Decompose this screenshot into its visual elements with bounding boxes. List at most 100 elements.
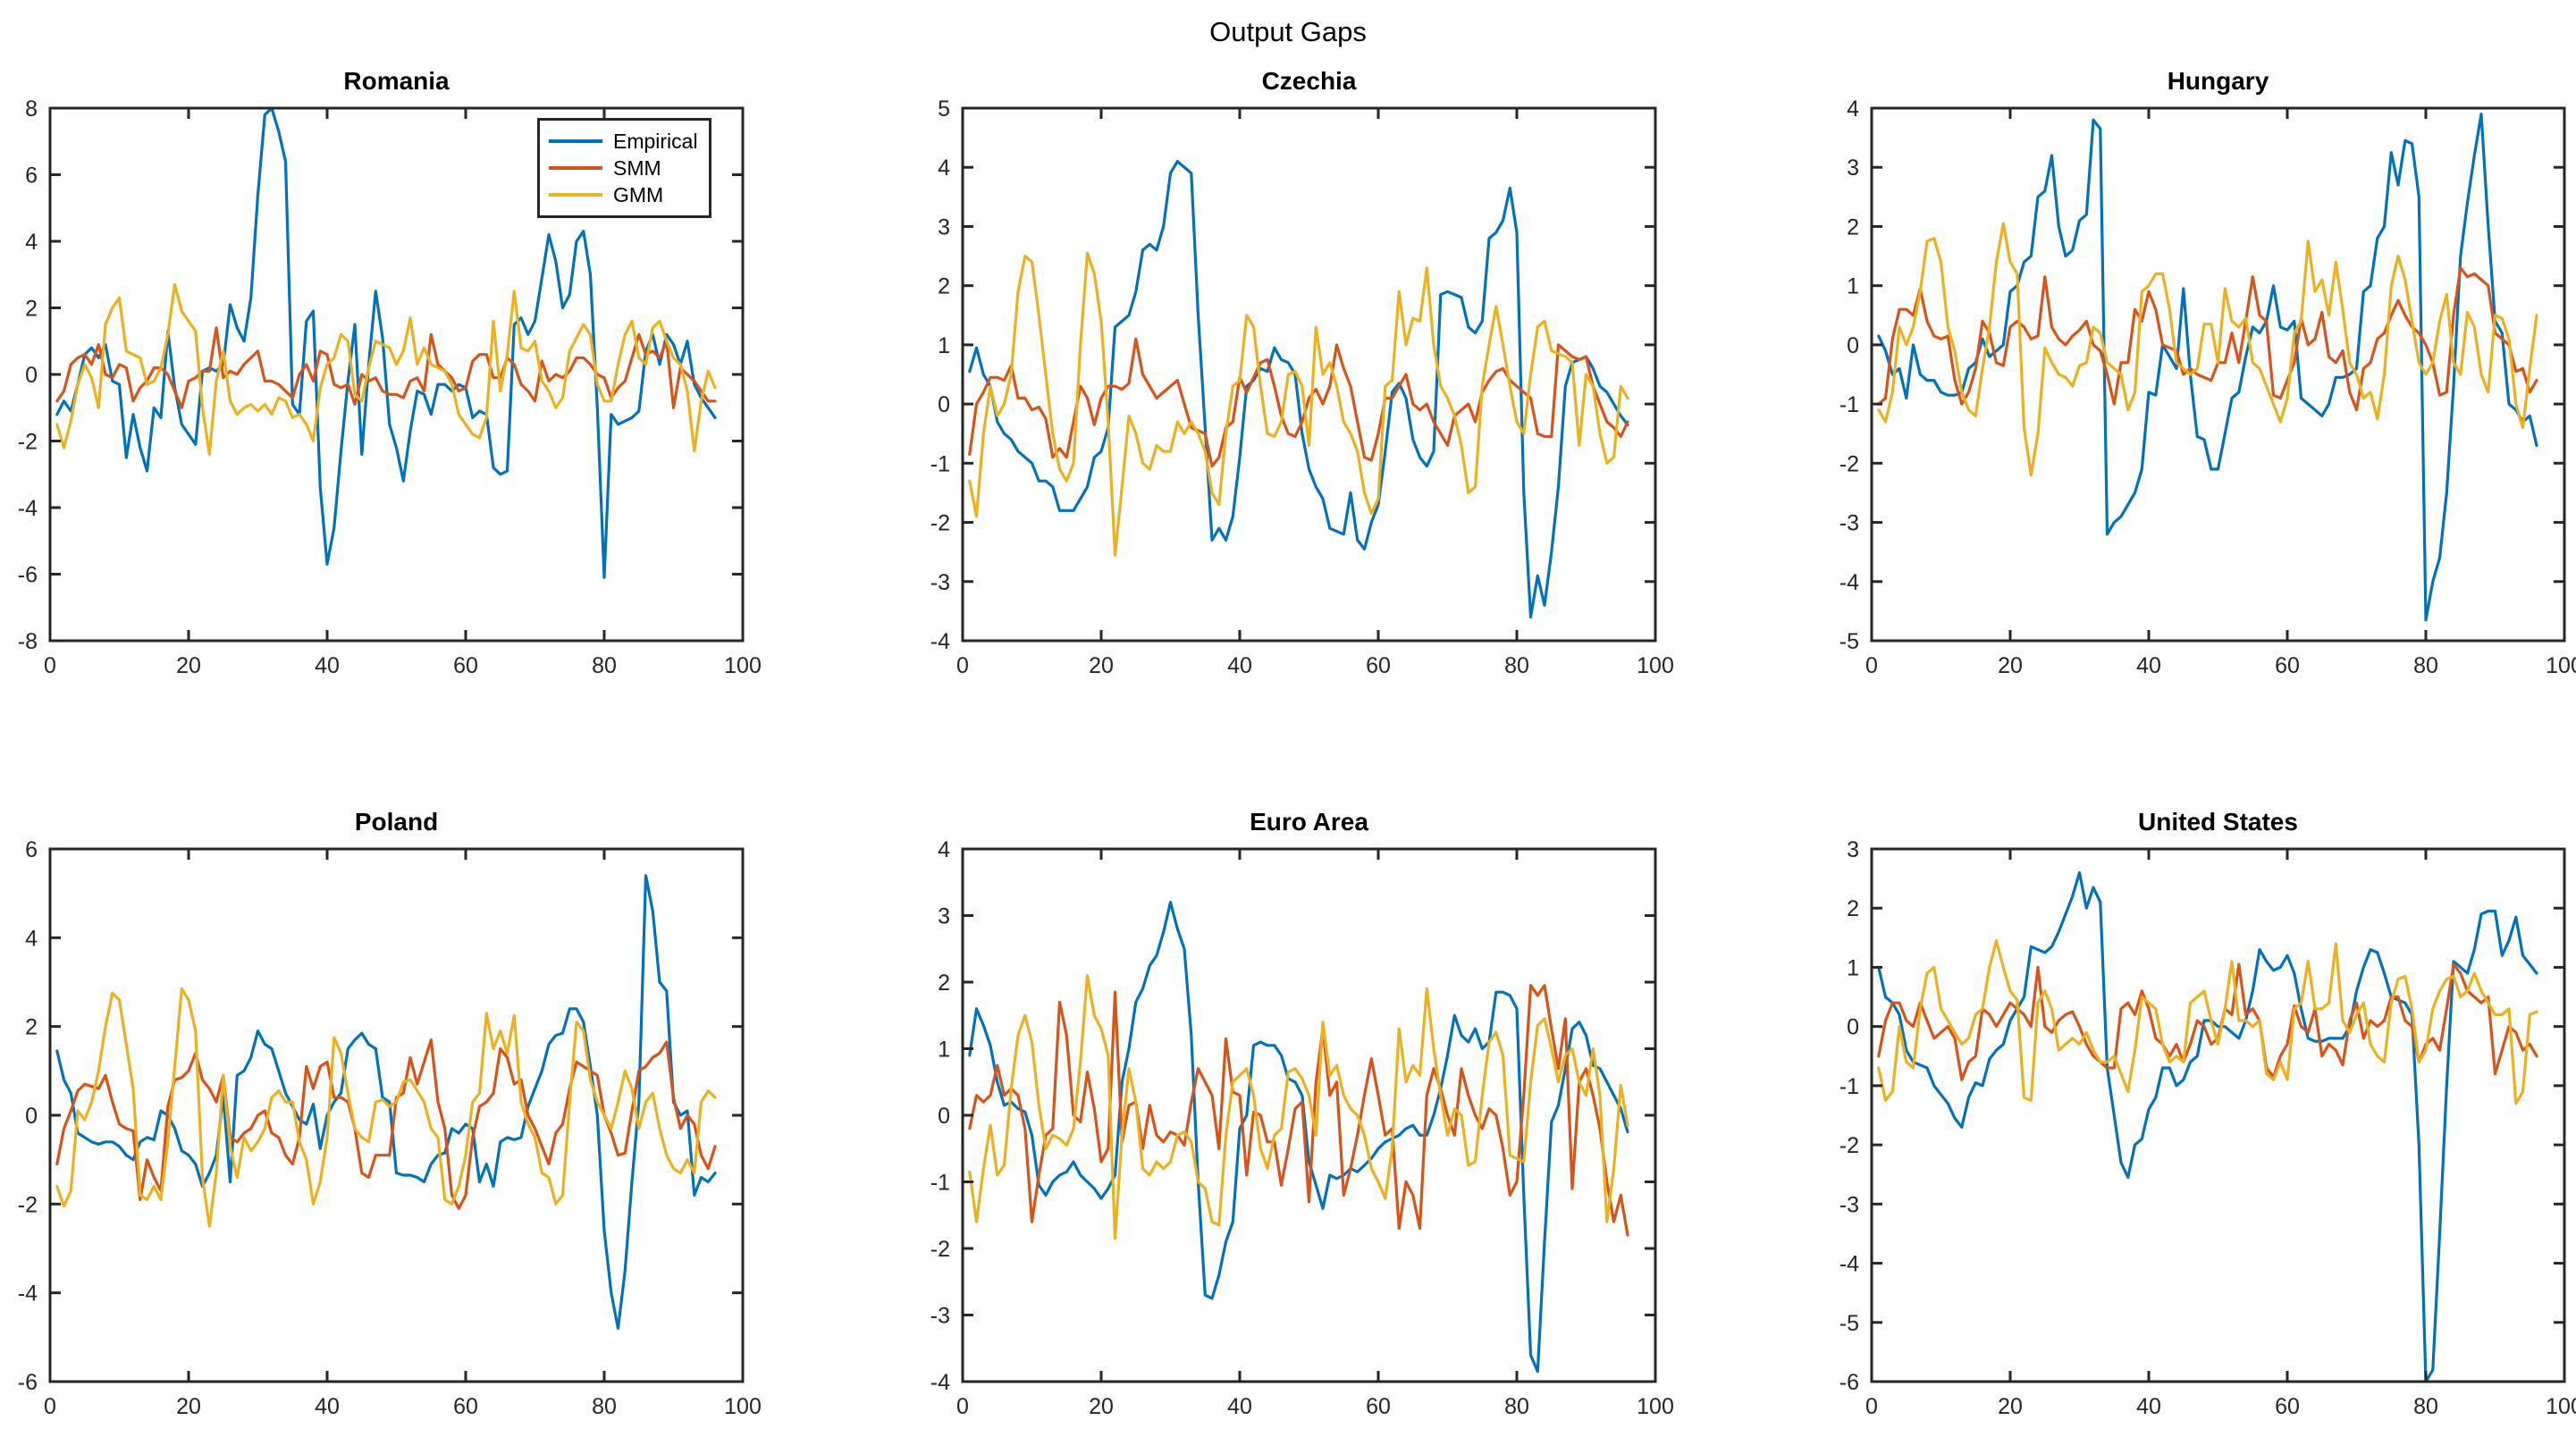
x-tick-label: 40 [2136,653,2161,678]
series-line-smm [55,1038,717,1210]
x-tick-label: 60 [453,1394,478,1419]
series-line-gmm [55,987,717,1228]
series-line-gmm [968,251,1629,557]
y-tick-label: -6 [1839,1370,1859,1395]
series-line-gmm [55,282,717,456]
x-tick-label: 0 [1865,1394,1878,1419]
x-tick-label: 80 [1504,1394,1529,1419]
legend-item-gmm: GMM [549,181,698,208]
y-tick-label: -2 [930,1237,950,1262]
x-tick-label: 20 [176,653,201,678]
y-tick-label: -4 [930,1370,950,1395]
y-tick-label: 6 [25,164,38,189]
y-tick-label: -3 [1839,1192,1859,1217]
series-line-empirical [1877,112,2538,622]
x-tick-label: 20 [1998,1394,2023,1419]
plot-area: 0 20 40 60 80 100 -5 -4 -3 -2 -1 0 1 2 3 4 [1839,97,2576,678]
y-tick-label: 3 [938,214,950,240]
series-line-gmm [968,974,1629,1240]
x-tick-label: 100 [1637,653,1674,678]
legend-label: SMM [613,155,661,180]
x-tick-label: 60 [1366,1394,1391,1419]
x-tick-label: 20 [1089,1394,1114,1419]
x-tick-label: 20 [1089,653,1114,678]
series-line-empirical [968,159,1629,619]
series-line-gmm [1877,222,2538,477]
axes-box [961,106,1657,643]
subplot-title: Romania [343,67,450,95]
x-tick-label: 100 [1637,1394,1674,1419]
y-tick-label: -3 [1839,511,1859,536]
subplot-title: Hungary [2167,67,2269,95]
y-tick-label: -1 [930,451,950,476]
x-tick-label: 0 [44,1394,56,1419]
y-tick-label: 1 [1847,274,1859,299]
y-tick-label: -5 [1839,1311,1859,1336]
x-tick-label: 40 [315,653,340,678]
y-tick-label: 5 [938,97,950,122]
y-tick-label: 3 [1847,155,1859,181]
x-tick-label: 20 [176,1394,201,1419]
legend-line-swatch [549,166,602,170]
y-tick-label: 2 [25,1015,38,1040]
plot-area: 0 20 40 60 80 100 -4 -3 -2 -1 0 1 2 3 4 5 [930,97,1674,678]
x-tick-label: 40 [1227,1394,1252,1419]
x-tick-label: 80 [592,653,617,678]
y-tick-label: 2 [938,274,950,299]
x-tick-label: 80 [2413,1394,2438,1419]
y-tick-label: 0 [938,1104,950,1129]
x-tick-label: 40 [315,1394,340,1419]
y-tick-label: 4 [1847,97,1859,122]
y-tick-label: -2 [1839,451,1859,476]
y-tick-label: -6 [18,1370,38,1395]
y-tick-label: 2 [938,971,950,996]
subplot-united-states: United States 0 20 40 60 80 100 -6 -5 -4 -3 -2 -1 0 1… [1839,808,2576,1419]
y-tick-label: 4 [938,155,950,181]
y-tick-label: 0 [1847,333,1859,358]
subplot-title: Euro Area [1250,808,1368,836]
y-tick-label: -4 [1839,1252,1859,1277]
y-tick-label: -4 [1839,570,1859,595]
y-tick-label: -4 [930,629,950,654]
legend-item-empirical: Empirical [549,128,698,155]
subplot-title: United States [2138,808,2298,836]
y-tick-label: 4 [938,837,950,862]
legend-label: GMM [613,182,664,206]
x-tick-label: 40 [2136,1394,2161,1419]
x-tick-label: 60 [2275,653,2300,678]
y-tick-label: -4 [18,1282,38,1307]
x-tick-label: 0 [956,1394,969,1419]
subplot-hungary: Hungary 0 20 40 60 80 100 -5 -4 -3 -2 -1 0 1 2 3 4 [1839,67,2576,678]
y-tick-label: 4 [25,926,38,951]
y-tick-label: 0 [1847,1015,1859,1040]
x-tick-label: 0 [1865,653,1878,678]
x-tick-label: 0 [44,653,56,678]
y-tick-label: 2 [1847,896,1859,921]
x-tick-label: 80 [592,1394,617,1419]
legend-line-swatch [549,193,602,197]
y-tick-label: 2 [25,297,38,322]
y-tick-label: 8 [25,97,38,122]
y-tick-label: -3 [930,570,950,595]
y-tick-label: -2 [18,1192,38,1217]
x-tick-label: 100 [2546,653,2576,678]
series-line-empirical [1877,870,2538,1383]
figure-title: Output Gaps [1209,16,1367,47]
subplot-czechia: Czechia 0 20 40 60 80 100 -4 -3 -2 -1 0 1 2 3 4 5 [930,67,1674,678]
y-tick-label: 1 [1847,955,1859,980]
x-tick-label: 20 [1998,653,2023,678]
axes-box [1870,847,2566,1383]
legend: Empirical SMM GMM [537,118,711,218]
x-tick-label: 60 [2275,1394,2300,1419]
x-tick-label: 60 [1366,653,1391,678]
y-tick-label: 1 [938,1038,950,1063]
plot-area: 0 20 40 60 80 100 -8 -6 -4 -2 0 2 4 6 8 [18,97,762,678]
series-line-smm [1877,962,2538,1081]
subplot-poland: Poland 0 20 40 60 80 100 -6 -4 -2 0 2 4 6 [18,808,762,1419]
x-tick-label: 40 [1227,653,1252,678]
axes-box [961,847,1657,1383]
x-tick-label: 100 [724,653,762,678]
y-tick-label: 4 [25,230,38,255]
plot-area: 0 20 40 60 80 100 -4 -3 -2 -1 0 1 2 3 4 [930,837,1674,1419]
